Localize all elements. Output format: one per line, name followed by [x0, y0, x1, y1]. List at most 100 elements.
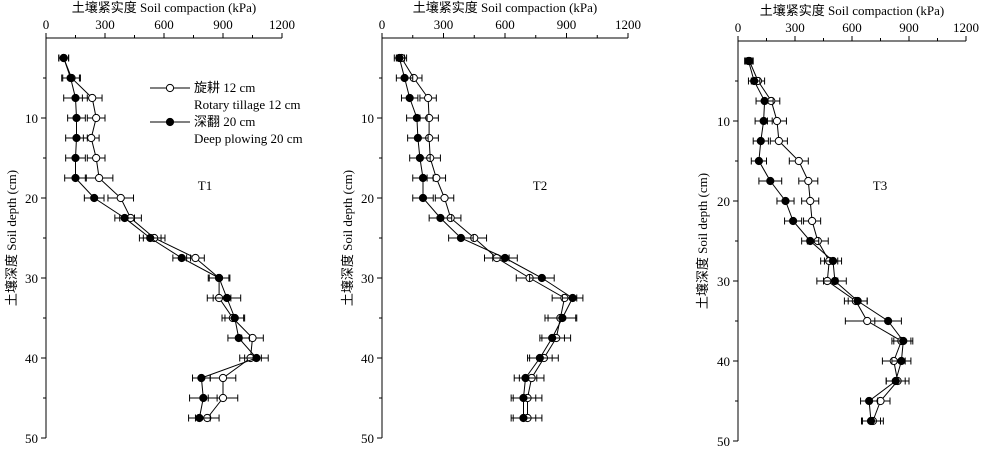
data-point-open — [92, 153, 101, 163]
data-point-filled — [891, 376, 900, 386]
series-open-circle — [745, 56, 912, 426]
data-point-open — [88, 93, 97, 103]
data-point-open — [804, 176, 813, 186]
data-point-filled — [413, 133, 422, 143]
data-point-filled — [230, 313, 239, 323]
x-tick-label: 900 — [899, 20, 919, 35]
data-point-filled — [744, 56, 753, 66]
data-point-filled — [521, 373, 530, 383]
data-point-filled — [828, 256, 838, 266]
data-point-filled — [405, 93, 414, 103]
data-point-filled — [781, 196, 790, 206]
data-point-filled — [120, 213, 129, 223]
panel-title: T3 — [873, 178, 887, 193]
x-tick-label: 1200 — [615, 17, 641, 32]
data-point-filled — [415, 153, 425, 163]
data-point-open — [116, 193, 125, 203]
data-point-filled — [899, 336, 908, 346]
y-tick-label: 50 — [361, 431, 374, 446]
data-point-filled — [830, 276, 840, 286]
legend-entry: 深翻 20 cm Deep plowing 20 cm — [150, 114, 303, 146]
y-tick-label: 20 — [717, 194, 730, 209]
series-filled-circle — [744, 56, 914, 426]
data-point-filled — [146, 233, 155, 243]
y-tick-label: 10 — [717, 114, 730, 129]
x-axis-label: 土壤紧实度 Soil compaction (kPa) — [72, 0, 257, 15]
data-point-filled — [897, 356, 906, 366]
data-point-filled — [519, 413, 528, 423]
y-tick-label: 20 — [361, 191, 374, 206]
x-tick-label: 900 — [557, 17, 577, 32]
data-point-filled — [759, 116, 768, 126]
data-point-filled — [789, 216, 798, 226]
data-point-filled — [214, 273, 224, 283]
y-tick-label: 10 — [361, 111, 374, 126]
legend-label-en: Rotary tillage 12 cm — [194, 97, 301, 112]
data-point-open — [863, 316, 872, 326]
chart-panel-T3: 0 300 600 900 1200 土壤紧实度 Soil compaction (kPa… — [695, 3, 979, 449]
data-point-filled — [456, 233, 466, 243]
data-point-filled — [418, 173, 428, 183]
data-point-filled — [535, 353, 544, 363]
data-point-filled — [90, 193, 99, 203]
legend-marker — [165, 83, 175, 93]
x-tick-label: 600 — [842, 20, 862, 35]
data-point-filled — [500, 253, 510, 263]
series-filled-circle — [58, 53, 269, 423]
data-point-filled — [195, 413, 204, 423]
x-tick-label: 1200 — [269, 17, 295, 32]
data-point-filled — [853, 296, 862, 306]
x-axis-label: 土壤紧实度 Soil compaction (kPa) — [413, 0, 598, 15]
x-tick-label: 300 — [785, 20, 805, 35]
x-tick-label: 300 — [95, 17, 115, 32]
data-point-filled — [750, 76, 759, 86]
y-axis-label: 土壤深度 Soil depth (cm) — [340, 170, 355, 306]
panel-title: T2 — [533, 178, 547, 193]
y-tick-label: 10 — [25, 111, 38, 126]
y-tick-label: 40 — [25, 351, 38, 366]
legend-entry: 旋耕 12 cm Rotary tillage 12 cm — [150, 80, 301, 112]
data-point-open — [95, 173, 104, 183]
data-point-filled — [71, 93, 80, 103]
data-point-open — [191, 253, 200, 263]
y-tick-label: 20 — [25, 191, 38, 206]
data-point-filled — [754, 156, 764, 166]
data-point-open — [432, 173, 441, 183]
chart-panel-T1: 0 300 600 900 1200 土壤紧实度 Soil compaction (kPa… — [4, 0, 303, 446]
series-filled-circle — [393, 53, 584, 423]
data-point-filled — [234, 333, 243, 343]
legend-label-zh: 旋耕 12 cm — [194, 80, 255, 95]
data-point-filled — [71, 153, 80, 163]
data-point-filled — [72, 133, 81, 143]
x-axis-label: 土壤紧实度 Soil compaction (kPa) — [760, 3, 945, 18]
data-point-filled — [418, 193, 428, 203]
data-point-filled — [436, 213, 445, 223]
data-point-filled — [519, 393, 528, 403]
x-tick-label: 600 — [495, 17, 515, 32]
data-point-open — [92, 113, 101, 123]
data-point-open — [440, 193, 449, 203]
y-tick-label: 40 — [361, 351, 374, 366]
data-point-filled — [66, 73, 75, 83]
y-axis-label: 土壤深度 Soil depth (cm) — [4, 170, 19, 306]
data-point-filled — [199, 393, 208, 403]
panel-title: T1 — [198, 178, 212, 193]
data-point-filled — [412, 113, 421, 123]
x-tick-label: 0 — [735, 20, 742, 35]
data-point-filled — [760, 96, 769, 106]
x-tick-label: 900 — [213, 17, 233, 32]
x-tick-label: 300 — [434, 17, 454, 32]
x-tick-label: 1200 — [953, 20, 979, 35]
data-point-open — [218, 393, 228, 403]
legend-label-en: Deep plowing 20 cm — [194, 131, 303, 146]
data-point-filled — [766, 176, 775, 186]
data-point-filled — [177, 253, 186, 263]
data-point-open — [794, 156, 803, 166]
data-point-open — [772, 116, 782, 126]
data-point-filled — [395, 53, 404, 63]
data-point-filled — [71, 173, 80, 183]
data-point-filled — [252, 353, 261, 363]
y-tick-label: 30 — [717, 274, 730, 289]
data-point-filled — [222, 293, 232, 303]
series-open-circle — [395, 53, 578, 423]
